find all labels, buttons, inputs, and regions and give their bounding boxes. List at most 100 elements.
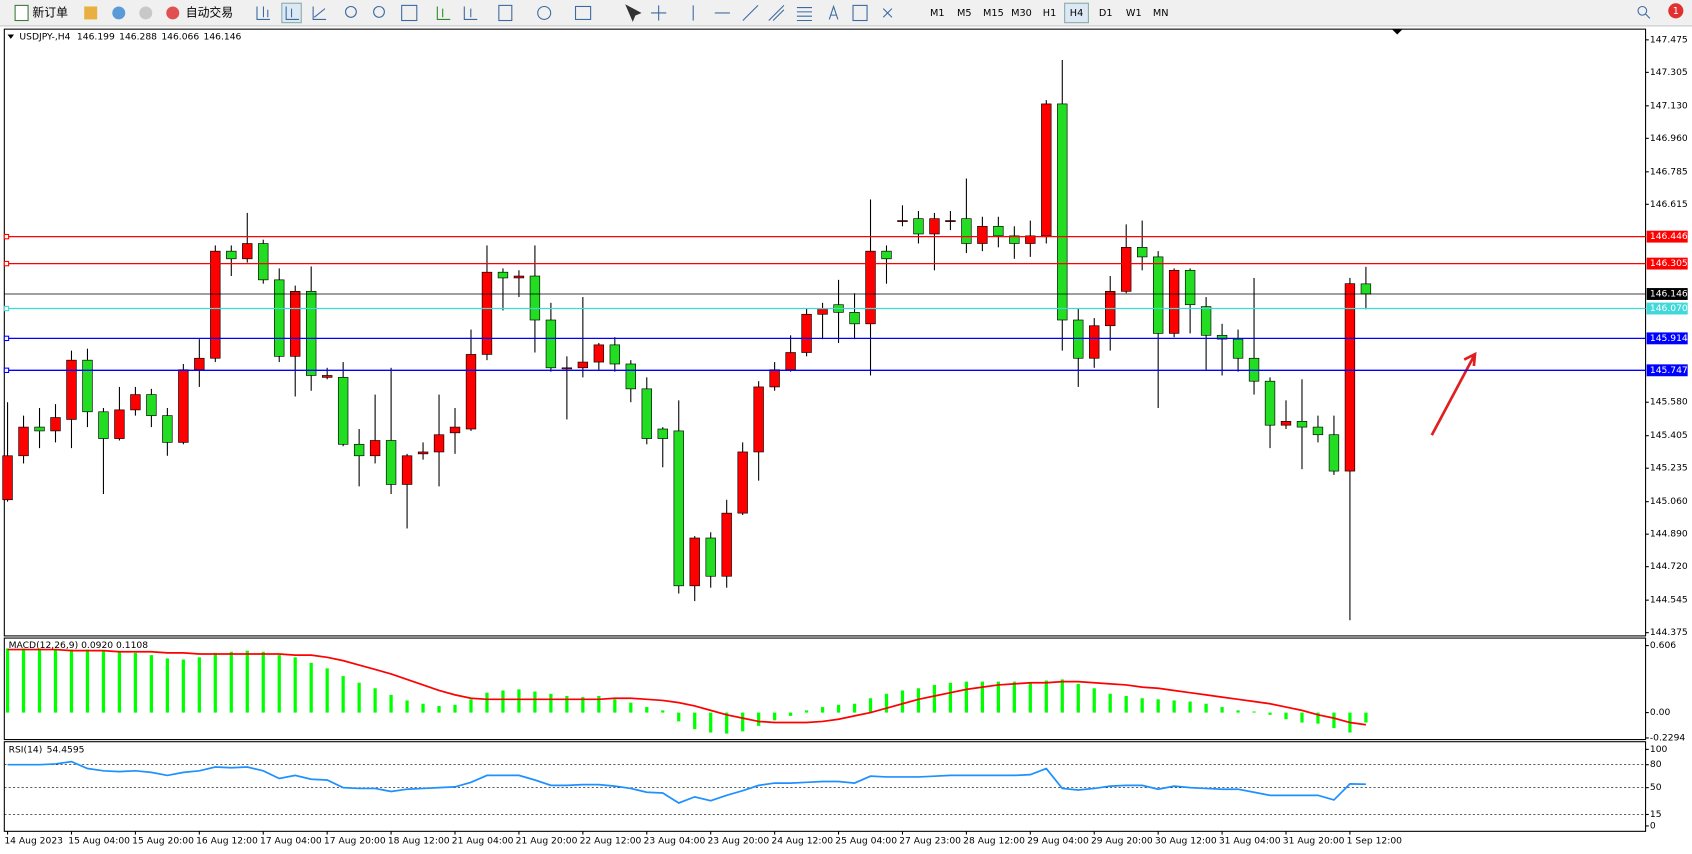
rsi-value: 54.4595 (47, 744, 85, 755)
candle-body (1200, 306, 1212, 336)
toolbar-icon[interactable] (796, 7, 812, 22)
toolbar-icon[interactable] (112, 6, 126, 20)
high-price: 146.288 (119, 31, 157, 42)
macd-bar (964, 681, 969, 713)
timeframe-button[interactable]: W1 (1126, 8, 1142, 19)
toolbar-icon[interactable] (312, 6, 327, 20)
toolbar-icon[interactable] (436, 6, 451, 20)
toolbar-icon[interactable] (625, 4, 642, 22)
macd-bar (900, 690, 905, 713)
auto-trading-button[interactable]: 自动交易 (166, 5, 233, 19)
macd-pane (3, 637, 1647, 741)
timeframe-button[interactable]: H1 (1043, 8, 1056, 19)
annotation-arrow (1430, 351, 1477, 436)
candle-body (1328, 434, 1340, 472)
timeframe-active[interactable] (1064, 2, 1089, 24)
macd-bar (197, 657, 201, 713)
toolbar-icon[interactable] (574, 5, 592, 20)
macd-bar (261, 651, 265, 713)
macd-bar (1252, 711, 1256, 713)
candle-body (865, 250, 876, 325)
macd-bar (868, 698, 873, 713)
time-label: 27 Aug 23:00 (899, 836, 961, 847)
candle-body (705, 537, 716, 577)
macd-bar (661, 710, 665, 713)
candle-body (641, 388, 652, 439)
macd-bar (293, 657, 297, 713)
toolbar-icon[interactable] (882, 8, 893, 18)
toolbar-icon[interactable] (139, 6, 153, 20)
time-label: 18 Aug 12:00 (388, 836, 450, 847)
toolbar-icon[interactable] (537, 5, 552, 20)
toolbar-icons (256, 2, 1651, 24)
y-tick-label: 15 (1650, 809, 1662, 820)
macd-bar (836, 704, 841, 713)
macd-bar (325, 668, 329, 713)
macd-bar (1076, 683, 1080, 713)
toolbar-icon[interactable] (84, 6, 98, 20)
toolbar-icon[interactable] (344, 5, 357, 18)
timeframe-button[interactable]: MN (1153, 8, 1169, 19)
candle-body (529, 275, 541, 321)
macd-bar (1044, 680, 1048, 713)
toolbar-icon[interactable] (651, 5, 667, 21)
timeframe-button[interactable]: M1 (930, 8, 945, 19)
y-tick-label: 0.606 (1650, 640, 1676, 651)
timeframe-button[interactable]: D1 (1099, 8, 1113, 19)
macd-signal-line (7, 648, 1367, 726)
timeframe-button[interactable]: H4 (1070, 8, 1083, 19)
candle-body (1041, 103, 1052, 237)
timeframe-button[interactable]: M15 (983, 8, 1004, 19)
toolbar-icon[interactable] (256, 6, 270, 20)
macd-bar (309, 662, 313, 713)
level-handle[interactable] (3, 233, 10, 240)
search-icon[interactable] (1637, 5, 1648, 16)
level-handle[interactable] (3, 367, 10, 373)
toolbar-icon[interactable] (852, 4, 868, 22)
toolbar-icon[interactable] (742, 5, 759, 21)
macd-bar (565, 696, 569, 713)
macd-bar (1300, 712, 1304, 723)
candle-body (577, 361, 589, 369)
macd-bar (677, 712, 681, 722)
chart-shift-marker[interactable] (1391, 29, 1403, 35)
candle-body (1232, 338, 1244, 359)
notification[interactable]: 1 (1668, 3, 1684, 19)
level-handle[interactable] (3, 335, 10, 342)
toolbar-icon[interactable] (401, 4, 418, 22)
timeframe-button[interactable]: M30 (1011, 8, 1032, 19)
candle-body (721, 512, 732, 577)
level-handle[interactable] (3, 305, 10, 312)
macd-bar (884, 693, 889, 713)
y-tick-label: 144.720 (1650, 561, 1688, 572)
symbol-menu-marker[interactable] (7, 34, 15, 39)
new-order-button[interactable]: 新订单 (14, 4, 68, 22)
macd-bar (117, 651, 122, 713)
y-tick-label: 146.960 (1650, 133, 1688, 144)
toolbar-icon[interactable] (828, 4, 839, 20)
level-price-box (1646, 332, 1688, 345)
time-label: 29 Aug 20:00 (1091, 836, 1153, 847)
macd-bar (501, 690, 505, 713)
macd-bar (932, 684, 937, 713)
time-label: 17 Aug 20:00 (324, 836, 386, 847)
time-label: 21 Aug 04:00 (452, 836, 514, 847)
macd-bar (1060, 679, 1064, 713)
toolbar-icon[interactable] (285, 6, 300, 20)
level-handle[interactable] (3, 260, 10, 267)
timeframe-button[interactable]: M5 (957, 8, 972, 19)
y-tick-label: 144.375 (1650, 627, 1688, 638)
toolbar-icon[interactable] (373, 5, 385, 18)
candle-body (306, 290, 317, 376)
candle-body (34, 426, 45, 432)
toolbar-icon[interactable] (463, 6, 478, 20)
candle-body (337, 377, 349, 445)
candle-body (1009, 235, 1020, 244)
candle-body (1312, 426, 1324, 436)
toolbar-icon[interactable] (768, 5, 785, 21)
candle-body (18, 426, 29, 457)
toolbar-icon[interactable] (498, 4, 513, 22)
macd-bar (597, 696, 601, 713)
candle-body (961, 218, 972, 244)
current-price-box (1646, 288, 1688, 300)
